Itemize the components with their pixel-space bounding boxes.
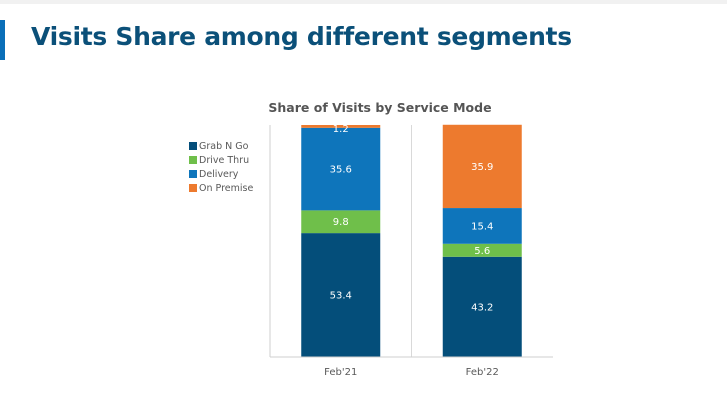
legend-swatch xyxy=(189,184,197,192)
legend-label: Delivery xyxy=(199,168,239,180)
legend-swatch xyxy=(189,156,197,164)
bar-segment-on-premise xyxy=(301,125,381,128)
x-tick-label: Feb'21 xyxy=(324,367,357,378)
bar-segment-grab-n-go xyxy=(442,256,522,357)
legend-item-grab-n-go: Grab N Go xyxy=(189,139,253,153)
data-label: 9.8 xyxy=(333,217,349,228)
legend-item-delivery: Delivery xyxy=(189,167,253,181)
data-label: 53.4 xyxy=(330,291,352,302)
bar-segment-delivery xyxy=(442,208,522,244)
bar-segment-drive-thru xyxy=(301,210,381,234)
data-label: 5.6 xyxy=(474,246,490,257)
x-tick-label: Feb'22 xyxy=(466,367,499,378)
chart-title: Share of Visits by Service Mode xyxy=(268,100,492,115)
data-label: 35.6 xyxy=(330,165,352,176)
data-label: 43.2 xyxy=(471,302,493,313)
bar-segment-delivery xyxy=(301,127,381,211)
legend-item-drive-thru: Drive Thru xyxy=(189,153,253,167)
page-title: Visits Share among different segments xyxy=(31,22,572,51)
legend-item-on-premise: On Premise xyxy=(189,181,253,195)
bar-segment-grab-n-go xyxy=(301,233,381,357)
legend-swatch xyxy=(189,142,197,150)
bar-segment-drive-thru xyxy=(442,243,522,257)
legend-swatch xyxy=(189,170,197,178)
top-strip xyxy=(0,0,727,4)
legend-label: Drive Thru xyxy=(199,154,250,166)
data-label: 1.2 xyxy=(333,124,349,135)
data-label: 35.9 xyxy=(471,162,493,173)
legend-label: Grab N Go xyxy=(199,140,249,152)
data-label: 15.4 xyxy=(471,221,493,232)
bar-segment-on-premise xyxy=(442,124,522,209)
title-accent-bar xyxy=(0,20,5,60)
chart-legend: Grab N Go Drive Thru Delivery On Premise xyxy=(189,139,253,195)
legend-label: On Premise xyxy=(199,182,254,194)
